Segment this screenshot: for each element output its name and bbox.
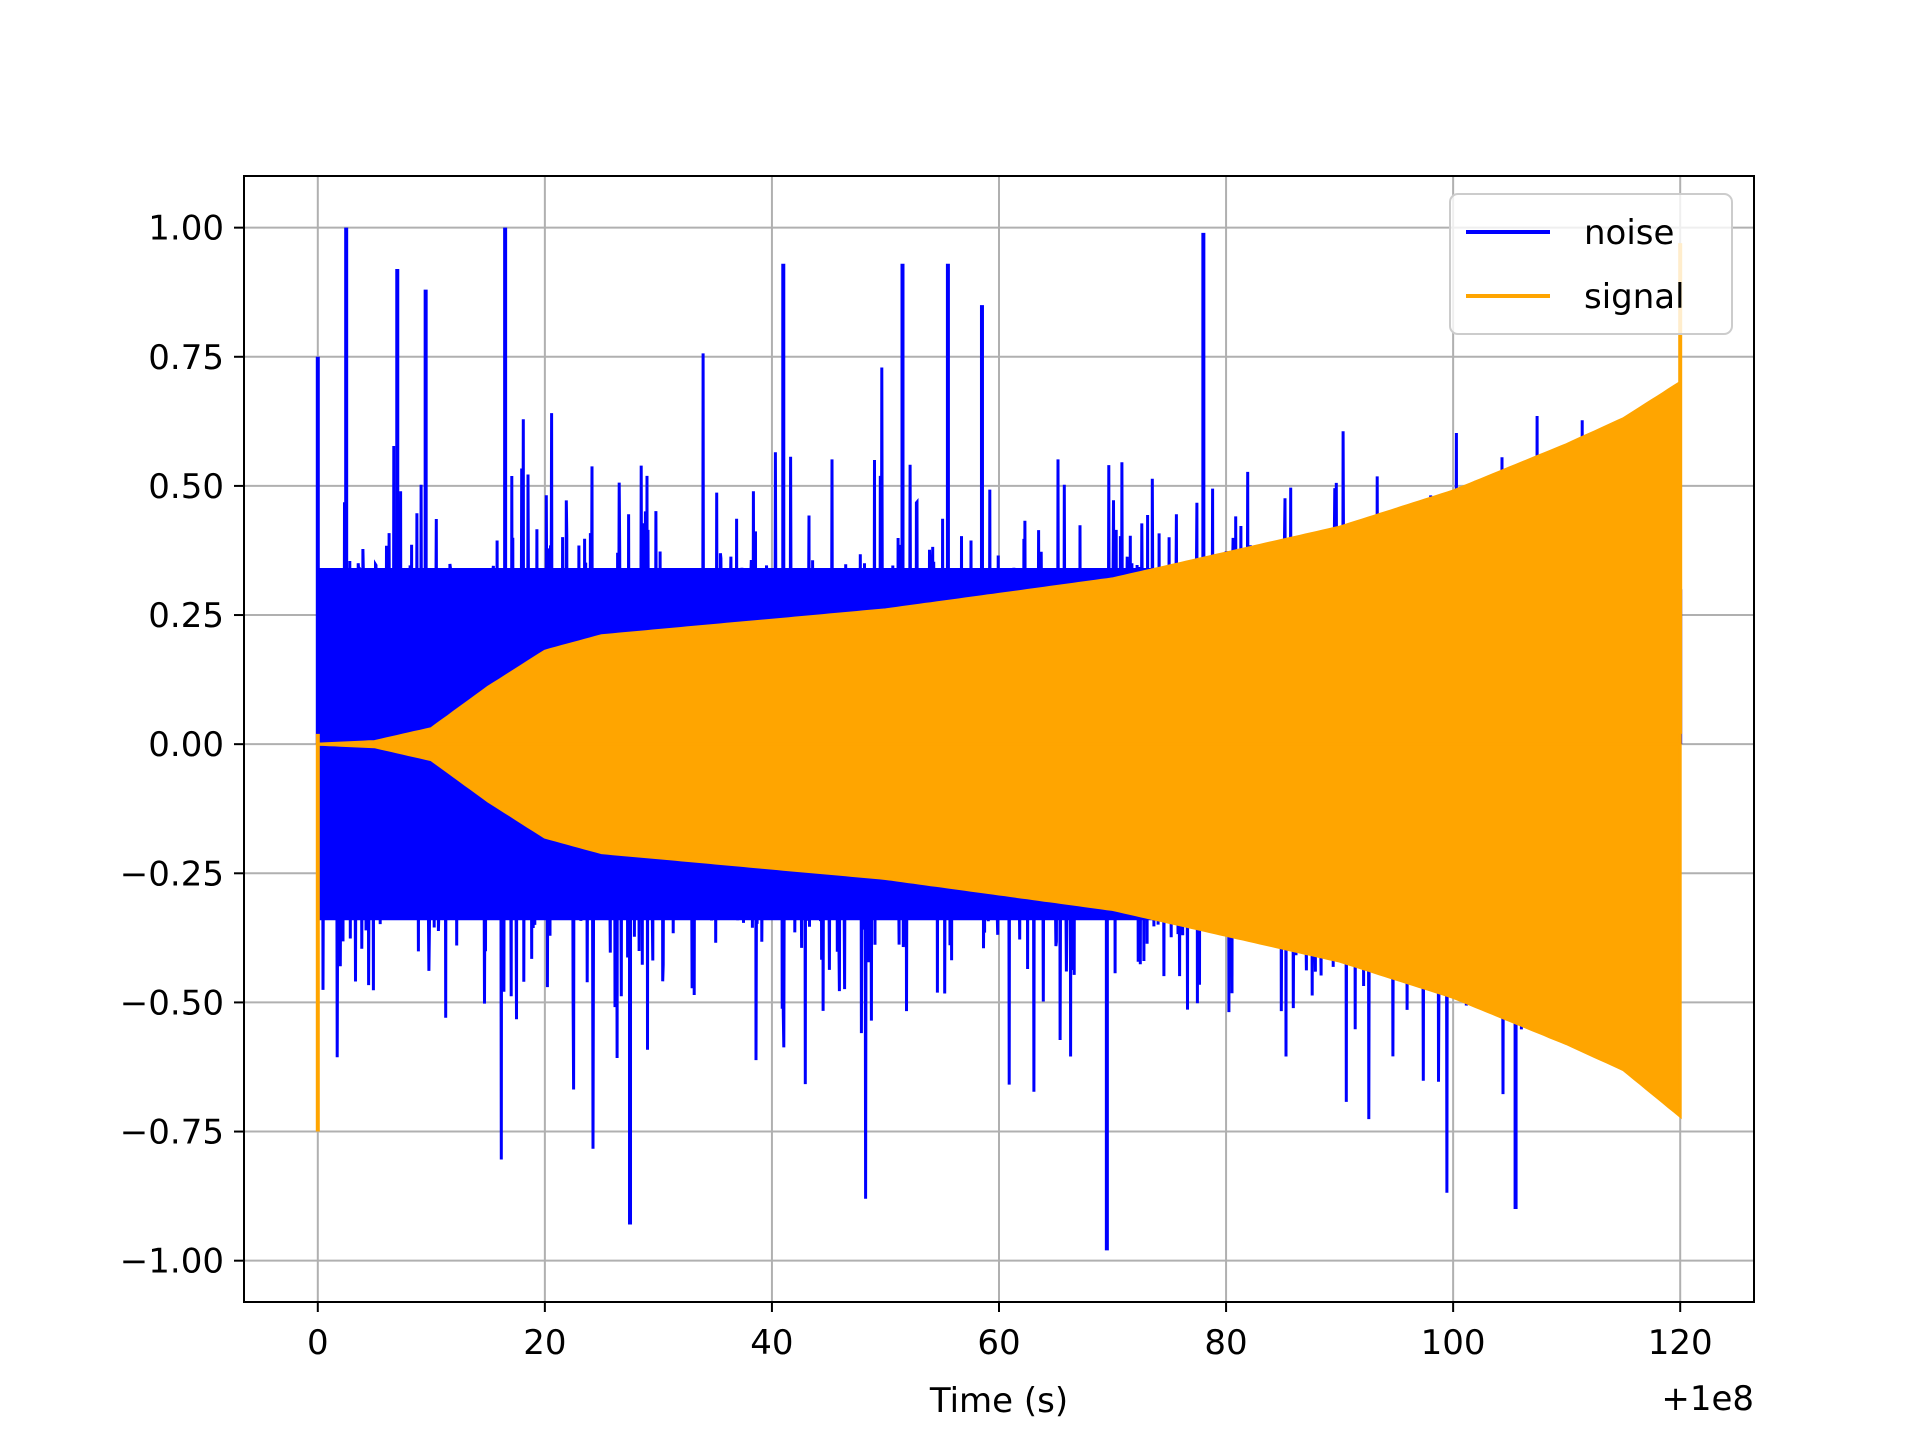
- y-tick-label: 0.00: [148, 725, 224, 765]
- x-tick-label: 80: [1204, 1323, 1247, 1363]
- legend-label-signal: signal: [1584, 277, 1685, 317]
- legend-box: [1449, 193, 1733, 335]
- y-tick-label: 1.00: [148, 209, 224, 249]
- x-axis-label: Time (s): [929, 1381, 1068, 1421]
- x-tick-label: 20: [523, 1323, 566, 1363]
- x-tick-label: 40: [750, 1323, 793, 1363]
- x-tick-label: 100: [1421, 1323, 1486, 1363]
- legend: noise signal: [1449, 193, 1733, 335]
- legend-label-noise: noise: [1584, 213, 1674, 253]
- ticks: 0 20 40 60 80 100 120 1.00 0.75 0.50 0.25 0.00 −0.25…: [120, 209, 1713, 1363]
- data-layer: [315, 227, 1683, 1251]
- y-tick-label: −0.75: [120, 1113, 224, 1153]
- x-axis-offset-label: +1e8: [1661, 1379, 1754, 1419]
- signal-series-area: [317, 379, 1682, 1120]
- y-tick-label: −1.00: [120, 1242, 224, 1282]
- y-tick-label: 0.25: [148, 596, 224, 636]
- y-tick-label: −0.50: [120, 983, 224, 1023]
- y-tick-label: −0.25: [120, 854, 224, 894]
- y-tick-label: 0.50: [148, 467, 224, 507]
- x-tick-label: 0: [307, 1323, 329, 1363]
- x-tick-label: 120: [1648, 1323, 1713, 1363]
- y-tick-label: 0.75: [148, 338, 224, 378]
- x-tick-label: 60: [977, 1323, 1020, 1363]
